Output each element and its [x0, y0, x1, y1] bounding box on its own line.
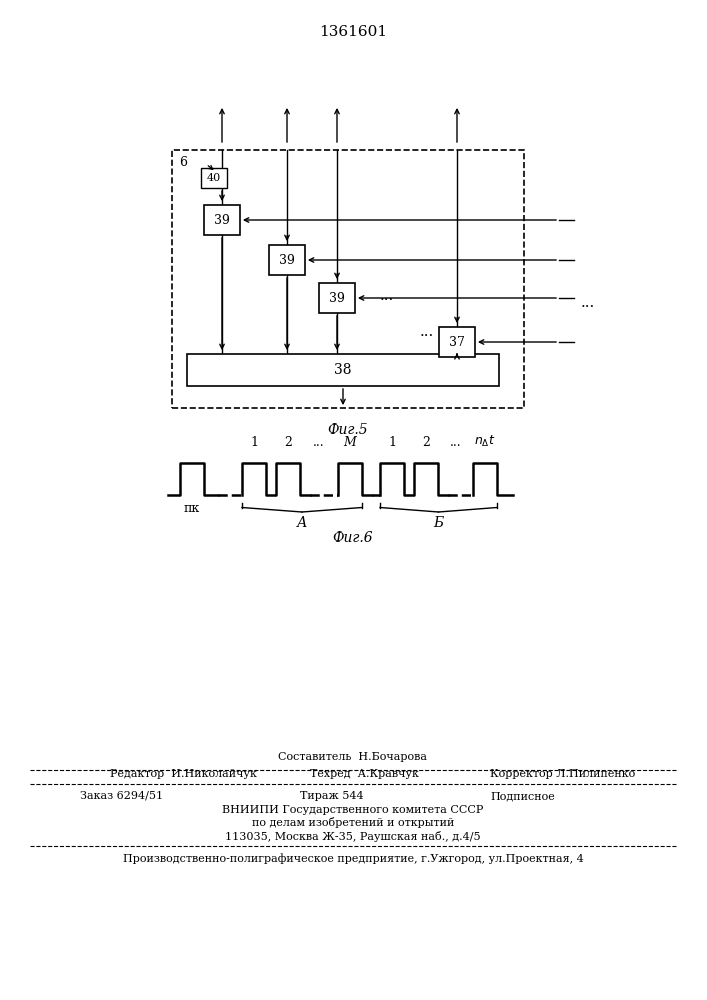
Text: ...: ... [380, 289, 394, 303]
Text: 40: 40 [207, 173, 221, 183]
Text: 1361601: 1361601 [319, 25, 387, 39]
Bar [204, 205, 240, 235]
Text: Заказ 6294/51: Заказ 6294/51 [80, 791, 163, 801]
Text: Производственно-полиграфическое предприятие, г.Ужгород, ул.Проектная, 4: Производственно-полиграфическое предприя… [122, 854, 583, 864]
Text: ...: ... [420, 325, 434, 339]
Text: 37: 37 [449, 336, 465, 349]
Text: Б: Б [433, 516, 443, 530]
Text: Фиг.6: Фиг.6 [333, 531, 373, 545]
Text: по делам изобретений и открытий: по делам изобретений и открытий [252, 818, 454, 828]
Bar [187, 354, 499, 386]
Text: 113035, Москва Ж-35, Раушская наб., д.4/5: 113035, Москва Ж-35, Раушская наб., д.4/… [226, 830, 481, 842]
Text: M: M [344, 436, 356, 449]
Text: Техред  А.Кравчук: Техред А.Кравчук [310, 769, 419, 779]
Text: Подписное: Подписное [490, 791, 555, 801]
Text: А: А [297, 516, 308, 530]
Text: $n_{\Delta}t$: $n_{\Delta}t$ [474, 434, 496, 449]
Text: ...: ... [450, 436, 461, 449]
Text: Составитель  Н.Бочарова: Составитель Н.Бочарова [279, 752, 428, 762]
Text: Фиг.5: Фиг.5 [327, 423, 368, 437]
Bar [439, 327, 475, 357]
Text: 2: 2 [284, 436, 292, 449]
Text: ...: ... [313, 436, 325, 449]
Text: 39: 39 [214, 214, 230, 227]
Text: 38: 38 [334, 363, 352, 377]
Bar [319, 283, 355, 313]
Text: 6: 6 [179, 156, 187, 169]
Text: Редактор  И.Николайчук: Редактор И.Николайчук [110, 769, 257, 779]
Text: 1: 1 [388, 436, 396, 449]
Bar [269, 245, 305, 275]
Text: пк: пк [184, 502, 200, 516]
Bar [201, 168, 227, 188]
Text: 39: 39 [279, 253, 295, 266]
Bar [172, 150, 524, 408]
Text: 39: 39 [329, 292, 345, 304]
Text: ...: ... [581, 296, 595, 310]
Text: Тираж 544: Тираж 544 [300, 791, 363, 801]
Text: Корректор Л.Пилипенко: Корректор Л.Пилипенко [490, 769, 636, 779]
Text: 2: 2 [422, 436, 430, 449]
Text: 1: 1 [250, 436, 258, 449]
Text: ВНИИПИ Государственного комитета СССР: ВНИИПИ Государственного комитета СССР [222, 805, 484, 815]
